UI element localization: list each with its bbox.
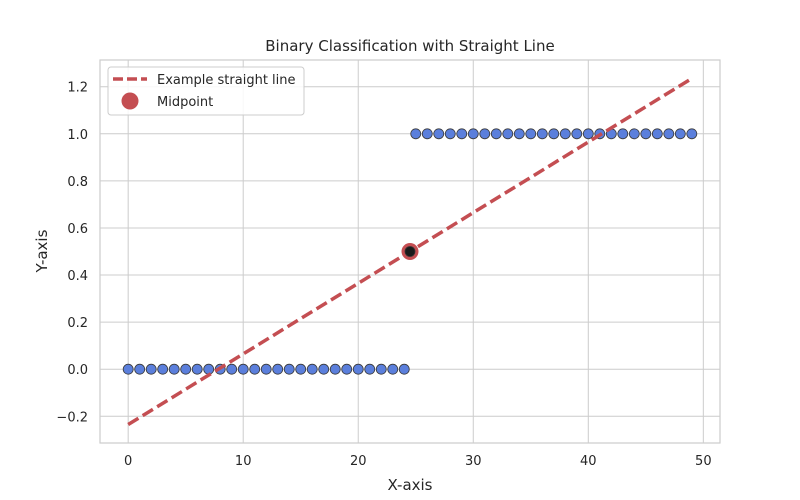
data-point — [295, 363, 307, 375]
y-tick-label: −0.2 — [56, 410, 88, 425]
data-point — [456, 128, 468, 140]
data-point — [628, 128, 640, 140]
data-point — [375, 363, 387, 375]
data-layer — [122, 76, 698, 427]
data-point — [467, 128, 479, 140]
data-point — [283, 363, 295, 375]
data-point — [272, 363, 284, 375]
data-point — [674, 128, 686, 140]
data-point — [249, 363, 261, 375]
y-tick-label: 1.2 — [67, 81, 88, 96]
x-tick-label: 50 — [695, 454, 712, 469]
data-point — [306, 363, 318, 375]
data-point — [640, 128, 652, 140]
data-point — [329, 363, 341, 375]
data-point — [237, 363, 249, 375]
legend-label-midpoint: Midpoint — [157, 95, 213, 110]
data-point — [617, 128, 629, 140]
data-point — [410, 128, 422, 140]
x-tick-label: 20 — [350, 454, 367, 469]
data-point — [398, 363, 410, 375]
data-point — [536, 128, 548, 140]
y-tick-label: 0.6 — [67, 222, 88, 237]
data-point — [145, 363, 157, 375]
y-tick-label: 0.2 — [67, 316, 88, 331]
data-point — [203, 363, 215, 375]
legend-midpoint-swatch — [121, 92, 139, 110]
y-tick-label: 0.4 — [67, 269, 88, 284]
data-point — [364, 363, 376, 375]
legend-box — [107, 66, 305, 116]
data-point — [490, 128, 502, 140]
chart-title: Binary Classification with Straight Line — [265, 37, 554, 55]
y-axis-label: Y-axis — [33, 229, 51, 273]
data-point — [479, 128, 491, 140]
x-tick-label: 10 — [235, 454, 252, 469]
y-tick-label: 0.8 — [67, 175, 88, 190]
data-point — [260, 363, 272, 375]
x-tick-label: 0 — [124, 454, 132, 469]
plot-frame — [99, 59, 721, 444]
data-point — [180, 363, 192, 375]
data-point — [651, 128, 663, 140]
data-point — [168, 363, 180, 375]
x-axis-label: X-axis — [388, 476, 433, 494]
data-point — [663, 128, 675, 140]
data-point — [122, 363, 134, 375]
data-point — [686, 128, 698, 140]
data-point — [157, 363, 169, 375]
data-point — [421, 128, 433, 140]
data-point — [134, 363, 146, 375]
data-point — [548, 128, 560, 140]
data-point — [341, 363, 353, 375]
axis-ticks: 0 10 20 30 40 50 −0.2 0.0 0.2 0.4 0.6 0.8 1.0 1.2 — [56, 81, 711, 469]
x-tick-label: 30 — [465, 454, 482, 469]
y-tick-label: 0.0 — [67, 363, 88, 378]
x-tick-label: 40 — [580, 454, 597, 469]
midpoint-data-point — [404, 246, 416, 257]
legend-label-line: Example straight line — [157, 73, 296, 88]
data-point — [318, 363, 330, 375]
data-point — [191, 363, 203, 375]
data-point — [525, 128, 537, 140]
legend: Example straight line Midpoint — [107, 66, 305, 116]
data-point — [433, 128, 445, 140]
data-point — [582, 128, 594, 140]
data-point — [387, 363, 399, 375]
data-point — [513, 128, 525, 140]
y-tick-label: 1.0 — [67, 128, 88, 143]
data-point — [559, 128, 571, 140]
data-point — [226, 363, 238, 375]
data-point — [571, 128, 583, 140]
data-point — [444, 128, 456, 140]
data-point — [502, 128, 514, 140]
data-point — [352, 363, 364, 375]
